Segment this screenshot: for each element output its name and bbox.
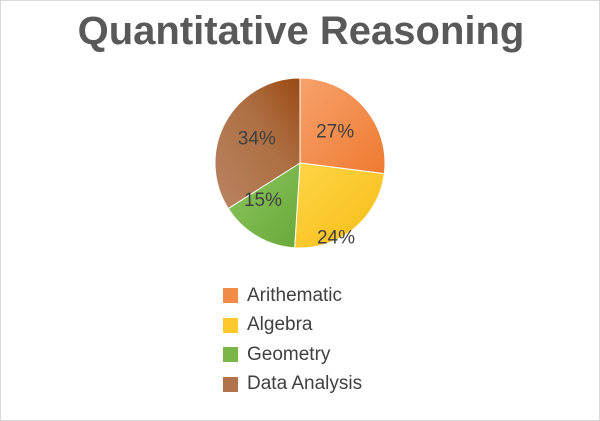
legend-swatch	[223, 376, 238, 392]
legend-label: Geometry	[247, 343, 331, 365]
chart-title: Quantitative Reasoning	[77, 9, 525, 53]
data-label: 24%	[317, 228, 355, 249]
legend-swatch	[223, 347, 238, 363]
pie-slice	[227, 162, 301, 249]
data-label: 34%	[238, 129, 276, 150]
legend-item: Algebra	[223, 311, 362, 341]
legend-item: Data Analysis	[223, 370, 362, 400]
legend-item: Geometry	[223, 340, 362, 370]
legend-label: Arithematic	[247, 284, 343, 306]
legend-label: Data Analysis	[247, 373, 363, 395]
pie-slice	[299, 77, 386, 175]
legend: Arithematic Algebra Geometry Data Analys…	[223, 281, 362, 399]
legend-label: Algebra	[247, 314, 313, 336]
pie-slice	[214, 77, 301, 210]
data-label: 27%	[316, 122, 354, 143]
legend-swatch	[223, 288, 238, 304]
pie-slice	[294, 162, 385, 249]
legend-item: Arithematic	[223, 281, 362, 311]
legend-swatch	[223, 317, 238, 333]
data-label: 15%	[244, 190, 282, 211]
